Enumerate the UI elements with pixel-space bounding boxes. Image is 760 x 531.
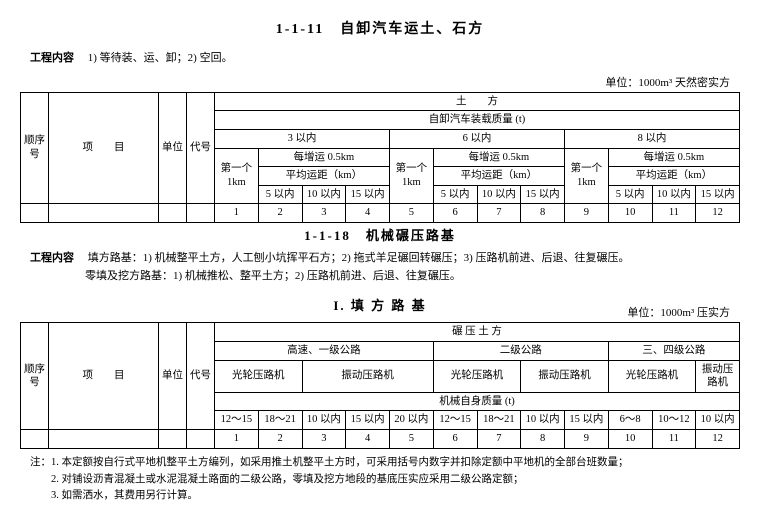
th-m1c: 光轮压路机 <box>608 360 696 392</box>
th-code: 代号 <box>187 92 215 204</box>
cell: 3 <box>302 430 346 449</box>
th-seq: 顺序号 <box>21 92 49 204</box>
cell: 10 以内 <box>302 185 346 204</box>
cell: 10 以内 <box>521 411 565 430</box>
cell: 18～21 <box>477 411 521 430</box>
cell: 15 以内 <box>565 411 609 430</box>
th-proj: 项 目 <box>49 92 159 204</box>
th-first-2: 第一个1km <box>390 148 434 204</box>
content-text: 1) 等待装、运、卸；2) 空回。 <box>88 52 233 64</box>
cell: 12～15 <box>215 411 259 430</box>
th-avg-1: 平均运距（km） <box>258 167 389 186</box>
cell: 10 <box>608 430 652 449</box>
table2: 顺序号 项 目 单位 代号 碾 压 土 方 高速、一级公路 二级公路 三、四级公… <box>20 322 740 448</box>
th-nytf: 碾 压 土 方 <box>215 323 740 342</box>
th-unit: 单位 <box>159 92 187 204</box>
th-tufang: 土 方 <box>215 92 740 111</box>
cell: 7 <box>477 204 521 223</box>
cell: 11 <box>652 204 696 223</box>
th-mass: 机械自身质量 (t) <box>215 392 740 411</box>
cell: 3 <box>302 204 346 223</box>
cell: 10 以内 <box>302 411 346 430</box>
th-unit: 单位 <box>159 323 187 430</box>
notes: 注：1. 本定额按自行式平地机整平土方编列，如采用推土机整平土方时，可采用括号内… <box>20 455 740 505</box>
th-m1b: 光轮压路机 <box>433 360 521 392</box>
th-m2: 振动压路机 <box>302 360 433 392</box>
cell: 2 <box>258 430 302 449</box>
th-incr-1: 每增运 0.5km <box>258 148 389 167</box>
th-g3: 8 以内 <box>565 129 740 148</box>
th-first-1: 第一个1km <box>215 148 259 204</box>
th-seq: 顺序号 <box>21 323 49 430</box>
cell: 11 <box>652 430 696 449</box>
content-text1: 填方路基：1) 机械整平土方，人工刨小坑挥平石方；2) 拖式羊足碾回转碾压；3)… <box>88 252 630 264</box>
cell: 6 <box>433 430 477 449</box>
cell: 9 <box>565 430 609 449</box>
th-load: 自卸汽车装载质量 (t) <box>215 111 740 130</box>
th-m1: 光轮压路机 <box>215 360 303 392</box>
cell: 15 以内 <box>696 185 740 204</box>
th-code: 代号 <box>187 323 215 430</box>
th-g1: 3 以内 <box>215 129 390 148</box>
cell: 12 <box>696 204 740 223</box>
section1-title: 1-1-11 自卸汽车运土、石方 <box>20 18 740 38</box>
cell: 9 <box>565 204 609 223</box>
cell: 12 <box>696 430 740 449</box>
content-label: 工程内容 <box>30 52 74 64</box>
table1: 顺序号 项 目 单位 代号 土 方 自卸汽车装载质量 (t) 3 以内 6 以内… <box>20 92 740 223</box>
note1: 1. 本定额按自行式平地机整平土方编列，如采用推土机整平土方时，可采用括号内数字… <box>51 457 629 468</box>
cell: 2 <box>258 204 302 223</box>
cell: 7 <box>477 430 521 449</box>
content-text2: 零填及挖方路基：1) 机械推松、整平土方；2) 压路机前进、后退、往复碾压。 <box>85 270 461 282</box>
section1-content: 工程内容 1) 等待装、运、卸；2) 空回。 <box>30 50 740 68</box>
cell: 1 <box>215 204 259 223</box>
cell: 5 以内 <box>608 185 652 204</box>
th-incr-2: 每增运 0.5km <box>433 148 564 167</box>
notes-label: 注： <box>30 457 51 468</box>
cell: 4 <box>346 430 390 449</box>
th-proj: 项 目 <box>49 323 159 430</box>
content-label: 工程内容 <box>30 252 74 264</box>
cell: 6 <box>433 204 477 223</box>
cell: 15 以内 <box>521 185 565 204</box>
cell: 10～12 <box>652 411 696 430</box>
cell: 8 <box>521 204 565 223</box>
cell: 8 <box>521 430 565 449</box>
th-incr-3: 每增运 0.5km <box>608 148 739 167</box>
section2-title: 1-1-18 机械碾压路基 <box>20 225 740 244</box>
cell: 20 以内 <box>390 411 434 430</box>
cell: 12～15 <box>433 411 477 430</box>
cell: 6～8 <box>608 411 652 430</box>
cell: 15 以内 <box>346 411 390 430</box>
th-first-3: 第一个1km <box>565 148 609 204</box>
th-m2c: 振动压路机 <box>696 360 740 392</box>
th-m2b: 振动压路机 <box>521 360 609 392</box>
num-row: 1 2 3 4 5 6 7 8 9 10 11 12 <box>21 430 740 449</box>
th-g2: 6 以内 <box>390 129 565 148</box>
cell: 10 <box>608 204 652 223</box>
cell: 15 以内 <box>346 185 390 204</box>
cell: 10 以内 <box>652 185 696 204</box>
note2: 2. 对铺设沥青混凝土或水泥混凝土路面的二级公路，零填及挖方地段的基底压实应采用… <box>51 474 524 485</box>
cell: 5 以内 <box>258 185 302 204</box>
num-row: 1 2 3 4 5 6 7 8 9 10 11 12 <box>21 204 740 223</box>
cell: 5 <box>390 204 434 223</box>
note3: 3. 如需洒水，其费用另行计算。 <box>51 490 198 501</box>
cell: 4 <box>346 204 390 223</box>
th-rd2: 二级公路 <box>433 341 608 360</box>
cell: 10 以内 <box>696 411 740 430</box>
section1-unit: 单位：1000m³ 天然密实方 <box>20 74 730 90</box>
th-rd3: 三、四级公路 <box>608 341 739 360</box>
section2-content: 工程内容 填方路基：1) 机械整平土方，人工刨小坑挥平石方；2) 拖式羊足碾回转… <box>30 250 740 285</box>
cell: 18～21 <box>258 411 302 430</box>
cell: 5 以内 <box>433 185 477 204</box>
cell: 1 <box>215 430 259 449</box>
th-rd1: 高速、一级公路 <box>215 341 434 360</box>
cell: 5 <box>390 430 434 449</box>
cell: 10 以内 <box>477 185 521 204</box>
th-avg-2: 平均运距（km） <box>433 167 564 186</box>
th-avg-3: 平均运距（km） <box>608 167 739 186</box>
